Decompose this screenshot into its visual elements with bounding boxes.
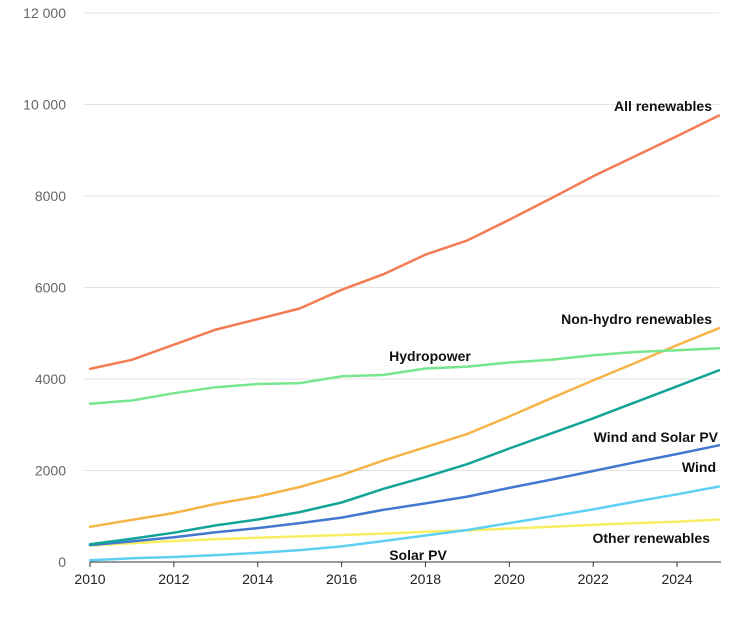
y-tick-label: 0	[58, 554, 66, 570]
y-tick-label: 8000	[35, 188, 66, 204]
series-label-hydropower: Hydropower	[389, 348, 471, 364]
series-line-solar-pv	[88, 485, 721, 562]
x-tick-label: 2018	[410, 571, 441, 587]
x-tick-label: 2010	[74, 571, 105, 587]
x-tick-label: 2022	[578, 571, 609, 587]
x-tick-label: 2012	[158, 571, 189, 587]
y-axis-tick-labels: 0 2000 4000 6000 8000 10 000 12 000	[23, 5, 66, 570]
series-label-all-renewables: All renewables	[614, 98, 712, 114]
y-tick-label: 2000	[35, 463, 66, 479]
series-line-other-renewables	[88, 518, 721, 547]
y-tick-label: 10 000	[23, 97, 66, 113]
series-line-wind	[88, 444, 721, 547]
y-tick-label: 6000	[35, 280, 66, 296]
x-tick-label: 2020	[494, 571, 525, 587]
series-line-all-renewables	[88, 114, 721, 371]
series-lines	[88, 114, 721, 562]
series-line-hydropower	[88, 347, 721, 405]
series-label-wind: Wind	[682, 459, 716, 475]
x-axis-tick-labels: 2010 2012 2014 2016 2018 2020 2022 2024	[74, 571, 692, 587]
x-tick-label: 2024	[661, 571, 692, 587]
series-line-wind-and-solar-pv	[88, 369, 721, 546]
series-line-non-hydro-renewables	[88, 326, 721, 529]
axes	[89, 561, 721, 567]
y-tick-label: 12 000	[23, 5, 66, 21]
gridlines	[84, 12, 719, 471]
series-label-solar-pv: Solar PV	[389, 547, 447, 563]
series-label-other-renewables: Other renewables	[593, 530, 711, 546]
x-tick-label: 2014	[242, 571, 273, 587]
series-label-wind-and-solar-pv: Wind and Solar PV	[594, 429, 719, 445]
series-label-non-hydro-renewables: Non-hydro renewables	[561, 311, 712, 327]
x-tick-label: 2016	[326, 571, 357, 587]
series-labels: All renewables Hydropower Non-hydro renewa…	[389, 98, 718, 563]
y-tick-label: 4000	[35, 371, 66, 387]
